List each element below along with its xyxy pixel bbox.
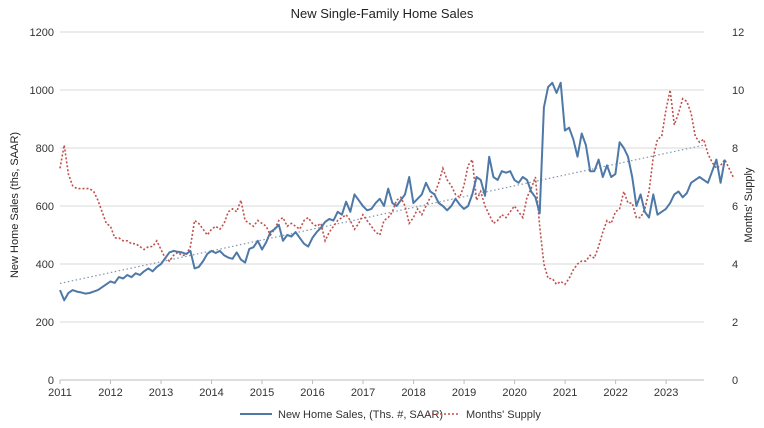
- y-right-tick-label: 6: [732, 201, 738, 213]
- x-tick-label: 2021: [553, 387, 577, 399]
- y-right-tick-label: 10: [732, 85, 744, 97]
- plot-area: [59, 81, 734, 302]
- y-left-tick-label: 1200: [30, 27, 54, 39]
- x-tick-label: 2022: [603, 387, 627, 399]
- x-tick-label: 2023: [654, 387, 678, 399]
- x-tick-label: 2017: [351, 387, 375, 399]
- y-axis-right: 0 2 4 6 8 10 12: [732, 27, 744, 387]
- y-axis-left: 0 200 400 600 800 1000 1200: [30, 27, 54, 387]
- grid: [60, 31, 704, 323]
- y-right-tick-label: 0: [732, 375, 738, 387]
- x-tick-label: 2015: [250, 387, 274, 399]
- y-left-tick-label: 200: [36, 317, 54, 329]
- legend: New Home Sales, (Ths. #, SAAR) Months' S…: [240, 409, 541, 421]
- x-tick-label: 2016: [300, 387, 324, 399]
- x-tick-label: 2014: [199, 387, 223, 399]
- x-tick-label: 2011: [48, 387, 72, 399]
- y-left-tick-label: 0: [48, 375, 54, 387]
- x-tick-label: 2018: [401, 387, 425, 399]
- y-right-tick-label: 8: [732, 143, 738, 155]
- y-right-tick-label: 4: [732, 259, 738, 271]
- trendline-sales: [59, 144, 705, 285]
- legend-label-supply: Months' Supply: [466, 409, 541, 421]
- y-left-tick-label: 800: [36, 143, 54, 155]
- y-right-tick-label: 12: [732, 27, 744, 39]
- y-left-tick-label: 1000: [30, 85, 54, 97]
- x-axis: 2011 2012 2013 2014 2015 2016 2017 2018 2019 2020…: [48, 380, 678, 399]
- y-left-tick-label: 600: [36, 201, 54, 213]
- series-line-months-supply: [59, 89, 734, 286]
- y-axis-left-title: New Home Sales (ths, SAAR): [9, 132, 21, 278]
- chart-title: New Single-Family Home Sales: [291, 6, 474, 21]
- x-tick-label: 2020: [502, 387, 526, 399]
- y-axis-right-title: Months' Supply: [743, 167, 755, 242]
- series-line-new-home-sales: [59, 81, 726, 302]
- x-tick-label: 2013: [149, 387, 173, 399]
- y-left-tick-label: 400: [36, 259, 54, 271]
- y-right-tick-label: 2: [732, 317, 738, 329]
- x-tick-label: 2012: [98, 387, 122, 399]
- x-tick-label: 2019: [452, 387, 476, 399]
- legend-label-sales: New Home Sales, (Ths. #, SAAR): [278, 409, 443, 421]
